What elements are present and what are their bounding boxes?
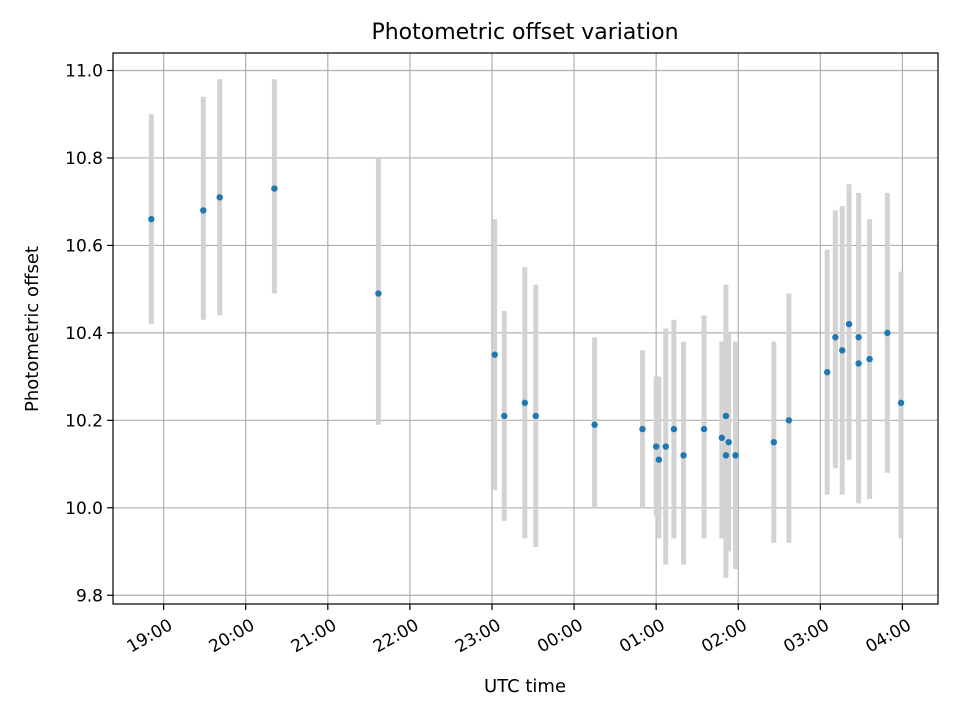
data-point — [823, 369, 831, 376]
data-point — [732, 452, 739, 459]
data-point — [845, 320, 853, 328]
data-point — [855, 334, 862, 341]
data-point — [884, 329, 891, 337]
data-point — [700, 425, 708, 433]
y-tick-label: 10.0 — [65, 499, 103, 519]
y-tick-label: 11.0 — [65, 61, 103, 81]
data-point — [855, 360, 862, 367]
data-point — [591, 421, 598, 428]
data-point — [832, 334, 839, 341]
data-point — [200, 207, 207, 214]
data-point — [639, 425, 646, 433]
chart-title: Photometric offset variation — [371, 20, 678, 45]
data-point — [680, 452, 687, 459]
point-layer — [148, 185, 905, 463]
data-point — [375, 290, 382, 297]
y-axis: 9.8 10.0 10.2 10.4 10.6 10.8 11.0 — [65, 61, 113, 606]
data-point — [722, 412, 730, 420]
data-point — [501, 412, 508, 420]
data-point — [148, 215, 155, 223]
y-tick-label: 10.8 — [65, 149, 103, 169]
data-point — [532, 412, 539, 420]
data-point — [785, 417, 793, 424]
y-tick-label: 10.2 — [65, 411, 103, 431]
data-point — [670, 425, 678, 433]
data-point — [216, 194, 223, 201]
y-tick-label: 9.8 — [76, 586, 103, 606]
data-point — [491, 351, 498, 358]
data-point — [770, 438, 778, 446]
y-axis-label: Photometric offset — [22, 246, 43, 412]
data-point — [655, 456, 663, 463]
data-point — [662, 443, 669, 450]
data-point — [271, 185, 278, 192]
y-tick-label: 10.6 — [65, 236, 103, 256]
data-point — [521, 399, 529, 407]
data-point — [652, 443, 660, 450]
data-point — [718, 434, 726, 442]
data-point — [866, 355, 873, 363]
data-point — [897, 399, 905, 407]
data-point — [839, 347, 846, 354]
y-tick-label: 10.4 — [65, 324, 103, 344]
plot-frame — [112, 52, 939, 605]
data-point — [722, 452, 730, 459]
x-axis-label: UTC time — [484, 676, 566, 697]
data-point — [725, 438, 732, 446]
